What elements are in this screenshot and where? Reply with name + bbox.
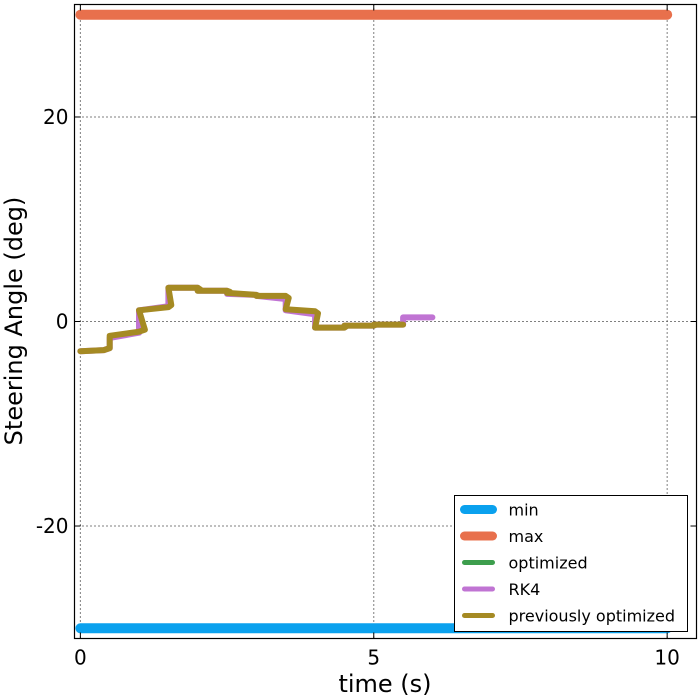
x-axis-label: time (s) — [338, 670, 431, 698]
y-axis-label: Steering Angle (deg) — [0, 197, 28, 446]
x-tick-label: 10 — [654, 646, 679, 670]
y-tick-label: 20 — [43, 105, 68, 129]
y-tick-label: 0 — [56, 310, 69, 334]
legend-label: min — [509, 501, 539, 520]
legend-label: optimized — [509, 554, 588, 573]
legend-label: RK4 — [509, 580, 541, 599]
legend: min max optimized RK4 previously optimized — [454, 495, 688, 632]
series-line-previously-optimized — [77, 284, 407, 355]
series-lines — [75, 9, 673, 634]
axis-ticks: 0 5 10 -20 0 20 — [36, 4, 697, 670]
y-tick-label: -20 — [36, 514, 69, 538]
x-tick-label: 0 — [74, 646, 87, 670]
x-tick-label: 5 — [367, 646, 380, 670]
legend-label: max — [509, 527, 544, 546]
legend-label: previously optimized — [509, 607, 676, 626]
